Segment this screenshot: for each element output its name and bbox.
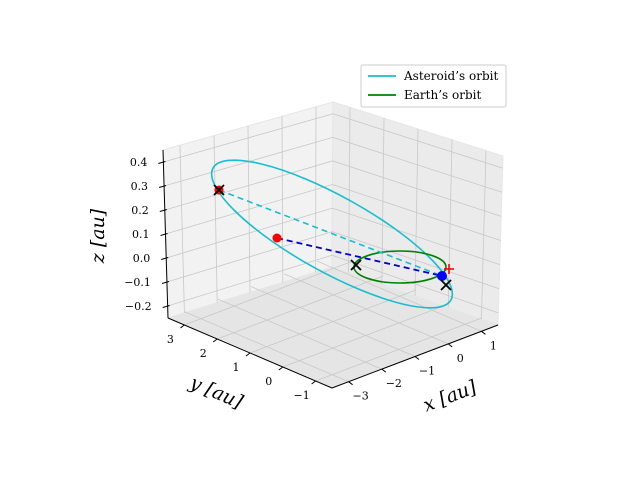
x-grid-line-floor [217, 298, 382, 370]
x-grid-line-wall [381, 118, 385, 285]
y-grid-line-wall [247, 125, 251, 293]
y-tick-mark [278, 366, 284, 371]
z-tick-label: 0.4 [130, 156, 148, 169]
x-tick-label: −2 [386, 377, 402, 390]
z-tick-mark [161, 257, 169, 260]
y-tick-label: 1 [233, 361, 240, 374]
x-tick-mark [481, 330, 486, 335]
z-axis-label: z [au] [87, 208, 109, 264]
y-tick-mark [212, 338, 218, 343]
x-tick-mark [348, 381, 353, 386]
z-tick-label: 0.2 [131, 204, 149, 217]
y-tick-label: 3 [167, 333, 174, 346]
y-tick-mark [311, 380, 316, 385]
x-tick-label: 1 [490, 339, 497, 352]
z-tick-mark [158, 161, 166, 164]
z-tick-mark [161, 281, 170, 284]
black-x-marker [440, 279, 452, 291]
y-tick-mark [245, 352, 251, 357]
y-grid-line-wall [281, 116, 284, 283]
legend-label-earth: Earth’s orbit [404, 88, 481, 102]
y-tick-mark [180, 324, 185, 329]
x-grid-line-wall [414, 128, 419, 297]
z-tick-mark [162, 305, 170, 308]
blue-dot-marker [437, 271, 447, 281]
y-grid-line-wall [179, 145, 185, 313]
legend-label-asteroid: Asteroid’s orbit [403, 69, 498, 83]
x-grid-line-wall [481, 150, 487, 320]
y-tick-label: −1 [293, 389, 309, 402]
black-x-marker [213, 184, 225, 196]
z-ticks: −0.2 −0.1 0.0 0.1 0.2 0.3 0.4 [124, 156, 170, 313]
z-tick-label: −0.1 [124, 276, 151, 289]
z-tick-label: −0.2 [125, 300, 152, 313]
x-axis-label: x [au] [420, 376, 480, 417]
red-dot-marker [272, 233, 282, 243]
x-grid-line-wall [348, 107, 351, 273]
z-tick-label: 0.0 [133, 252, 151, 265]
x-tick-label: 0 [457, 352, 464, 365]
x-tick-mark [381, 368, 387, 373]
x-ticks: −3 −2 −1 0 1 [348, 330, 497, 403]
legend: Asteroid’s orbit Earth’s orbit [360, 64, 507, 108]
x-grid-line-floor [250, 286, 416, 357]
y-grid-line-wall [213, 135, 218, 303]
x-tick-label: −3 [352, 390, 368, 403]
black-x-marker [350, 259, 362, 271]
y-tick-label: 0 [265, 375, 272, 388]
x-grid-line-wall [447, 139, 453, 308]
x-grid-line-floor [184, 311, 349, 383]
transfer-dashed-path [276, 237, 443, 277]
z-tick-mark [160, 233, 168, 236]
grid-lines [163, 106, 503, 383]
x-tick-mark [414, 356, 420, 360]
legend-box [360, 64, 507, 108]
x-grid-line-floor [317, 260, 482, 332]
z-tick-label: 0.3 [131, 180, 149, 193]
x-grid-line-floor [284, 273, 449, 345]
y-axis-label: y [au] [186, 371, 247, 413]
y-tick-label: 2 [200, 347, 207, 360]
markers [213, 184, 454, 291]
z-tick-mark [158, 185, 167, 188]
z-tick-mark [159, 209, 167, 212]
asteroid-orbit [210, 159, 454, 309]
z-tick-label: 0.1 [132, 228, 150, 241]
x-tick-mark [447, 343, 453, 348]
x-tick-label: −1 [419, 365, 435, 378]
y-ticks: −1 0 1 2 3 [167, 324, 316, 402]
